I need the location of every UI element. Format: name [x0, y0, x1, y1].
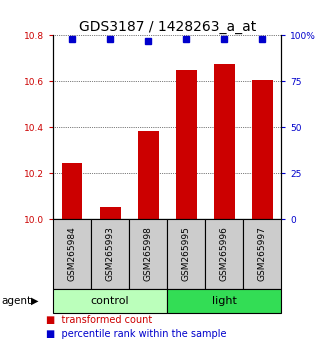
- Text: GSM265998: GSM265998: [144, 227, 153, 281]
- Title: GDS3187 / 1428263_a_at: GDS3187 / 1428263_a_at: [78, 21, 256, 34]
- Text: ▶: ▶: [31, 296, 38, 306]
- Text: ■  percentile rank within the sample: ■ percentile rank within the sample: [46, 329, 227, 339]
- Bar: [91, 219, 129, 289]
- Bar: [62, 163, 82, 219]
- Bar: [243, 219, 281, 289]
- Bar: [167, 289, 281, 313]
- Text: control: control: [91, 296, 129, 306]
- Bar: [252, 80, 273, 219]
- Bar: [176, 70, 197, 219]
- Bar: [129, 219, 167, 289]
- Text: GSM265996: GSM265996: [220, 227, 229, 281]
- Text: ■  transformed count: ■ transformed count: [46, 315, 153, 325]
- Bar: [138, 131, 159, 219]
- Bar: [214, 64, 235, 219]
- Bar: [100, 207, 120, 219]
- Bar: [53, 289, 167, 313]
- Text: light: light: [212, 296, 237, 306]
- Text: GSM265984: GSM265984: [68, 227, 76, 281]
- Bar: [167, 219, 205, 289]
- Text: agent: agent: [2, 296, 32, 306]
- Bar: [205, 219, 243, 289]
- Text: GSM265997: GSM265997: [258, 227, 267, 281]
- Text: GSM265993: GSM265993: [106, 227, 115, 281]
- Bar: [53, 219, 91, 289]
- Text: GSM265995: GSM265995: [182, 227, 191, 281]
